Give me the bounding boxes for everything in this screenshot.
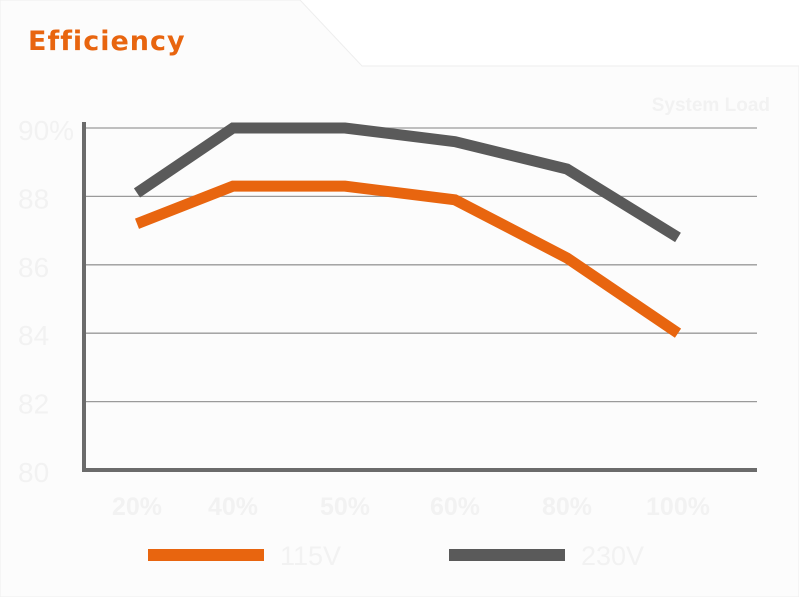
series-line-115v <box>134 180 682 338</box>
y-tick-label: 86 <box>18 252 49 283</box>
y-tick-label: 84 <box>18 320 49 351</box>
x-axis-title: System Load <box>652 95 770 116</box>
legend-label-230v: 230V <box>581 541 644 571</box>
legend-label-115v: 115V <box>280 541 341 571</box>
x-tick-label: 20% <box>112 493 162 521</box>
y-tick-label: 82 <box>18 389 49 420</box>
chart-title: Efficiency <box>28 26 186 57</box>
y-tick-label: 88 <box>18 183 49 214</box>
y-tick-label: 90% <box>18 115 74 146</box>
x-tick-label: 80% <box>542 493 592 521</box>
x-tick-label: 60% <box>430 493 480 521</box>
y-tick-label: 80 <box>18 457 49 488</box>
series-line-230v <box>133 122 681 243</box>
x-tick-label: 100% <box>646 493 710 521</box>
x-tick-label: 50% <box>320 493 370 521</box>
x-tick-label: 40% <box>208 493 258 521</box>
